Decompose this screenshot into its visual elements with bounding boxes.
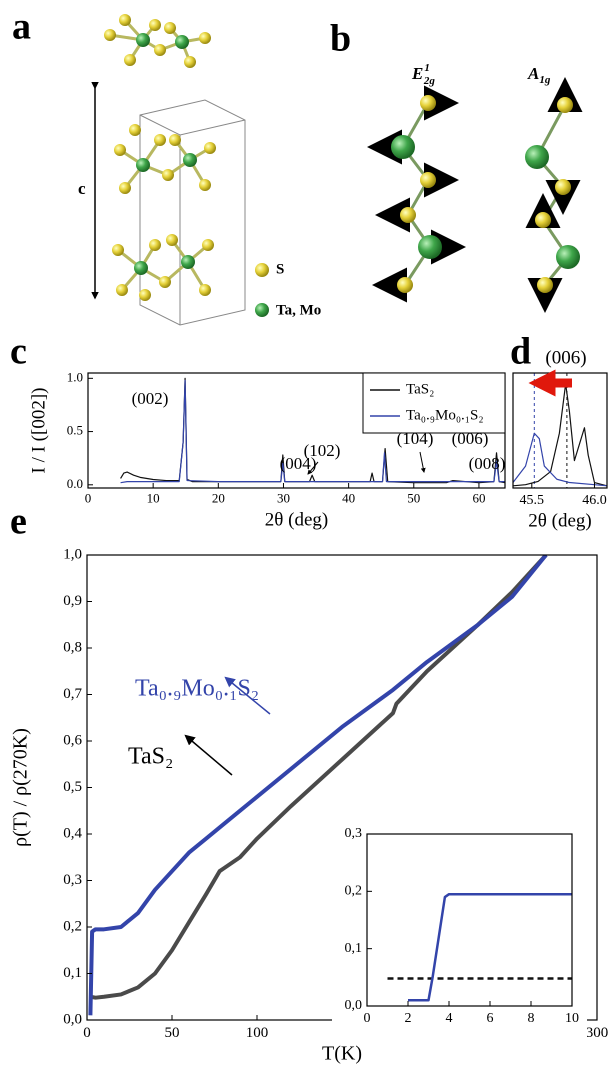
peak-label: (002)	[132, 389, 169, 408]
data-line	[90, 555, 548, 1000]
peak-label: (006)	[452, 429, 489, 448]
x-tick-label: 20	[212, 491, 225, 506]
plot-frame	[366, 833, 573, 1007]
panel-label: c	[10, 331, 27, 373]
peak-label: (104)	[397, 429, 434, 448]
data-line	[513, 432, 607, 487]
y-tick-label: 0,9	[63, 593, 82, 609]
x-tick-label: 0	[364, 1011, 371, 1026]
x-tick-label: 50	[165, 1025, 180, 1041]
x-tick-label: 30	[277, 491, 290, 506]
y-tick-label: 1,0	[63, 546, 82, 562]
data-line	[513, 383, 607, 487]
x-tick-label: 4	[446, 1011, 453, 1026]
peak-label: (008)	[469, 454, 506, 473]
mode-sub: 1g	[539, 74, 551, 86]
x-tick-label: 100	[246, 1025, 269, 1041]
x-tick-label: 46.0	[582, 493, 607, 508]
chart-title: (006)	[545, 347, 586, 368]
x-tick-label: 8	[528, 1011, 535, 1026]
phonon-modes	[367, 77, 583, 313]
y-tick-label: 0,5	[63, 779, 82, 795]
x-tick-label: 0	[85, 491, 92, 506]
annotation-arrow	[419, 451, 426, 473]
mode-sub: 2g	[423, 75, 436, 87]
legend-box	[362, 372, 506, 434]
mode-label: A1g	[527, 64, 551, 86]
y-tick-label: 0,3	[345, 826, 363, 841]
data-line	[120, 379, 505, 484]
series-label: TaS₂	[128, 744, 173, 770]
peak-label: (102)	[304, 441, 341, 460]
mode-base: E	[411, 64, 423, 83]
legend-label: Ta, Mo	[276, 302, 321, 318]
x-tick-label: 50	[407, 491, 420, 506]
y-tick-label: 0,1	[345, 941, 363, 956]
y-tick-label: 1.0	[67, 369, 83, 384]
plot-frame	[512, 372, 608, 489]
y-tick-label: 0,2	[63, 918, 82, 934]
y-tick-label: 0,0	[345, 998, 363, 1013]
y-tick-label: 0,1	[63, 965, 82, 981]
panel-label: e	[10, 501, 27, 543]
mode-base: A	[527, 64, 539, 83]
series-label: Ta₀.₉Mo₀.₁S₂	[135, 676, 259, 702]
x-axis-label: T(K)	[322, 1043, 362, 1065]
legend-label: TaS₂	[406, 381, 434, 397]
y-tick-label: 0.0	[67, 476, 83, 491]
x-tick-label: 10	[565, 1011, 579, 1026]
y-axis-label: ρ(T) / ρ(270K)	[10, 728, 32, 847]
x-tick-label: 300	[586, 1025, 609, 1041]
y-axis-label: I / I ([002])	[28, 388, 49, 474]
y-tick-label: 0,8	[63, 639, 82, 655]
axis-label: c	[78, 179, 86, 198]
crystal-structure	[91, 14, 269, 326]
mode-label: E1 2g	[411, 62, 435, 87]
x-tick-label: 60	[472, 491, 485, 506]
y-tick-label: 0.5	[67, 423, 83, 438]
x-tick-label: 40	[342, 491, 355, 506]
x-tick-label: 0	[83, 1025, 91, 1041]
annotation-arrow	[307, 461, 319, 475]
inset-background	[332, 820, 587, 1037]
legend-label: Ta₀.₉Mo₀.₁S₂	[406, 407, 484, 423]
x-tick-label: 10	[147, 491, 160, 506]
y-tick-label: 0,0	[63, 1011, 82, 1027]
panel-label: a	[12, 6, 31, 48]
y-tick-label: 0,2	[345, 884, 363, 899]
y-tick-label: 0,7	[63, 686, 82, 702]
y-tick-label: 0,3	[63, 872, 82, 888]
x-axis-label: 2θ (deg)	[528, 510, 591, 531]
data-line	[88, 555, 548, 1016]
x-tick-label: 2	[405, 1011, 412, 1026]
peak-label: (004)	[280, 454, 317, 473]
x-axis-label: 2θ (deg)	[265, 509, 328, 530]
y-tick-label: 0,6	[63, 732, 82, 748]
x-tick-label: 6	[487, 1011, 494, 1026]
panel-label: b	[330, 18, 351, 60]
legend-label: S	[276, 261, 284, 277]
y-tick-label: 0,4	[63, 825, 82, 841]
label-arrow	[184, 734, 233, 776]
label-arrow	[224, 676, 271, 715]
mode-sup: 1	[424, 62, 430, 74]
panel-label: d	[510, 331, 531, 373]
data-line	[408, 892, 572, 1002]
x-tick-label: 45.5	[520, 493, 545, 508]
